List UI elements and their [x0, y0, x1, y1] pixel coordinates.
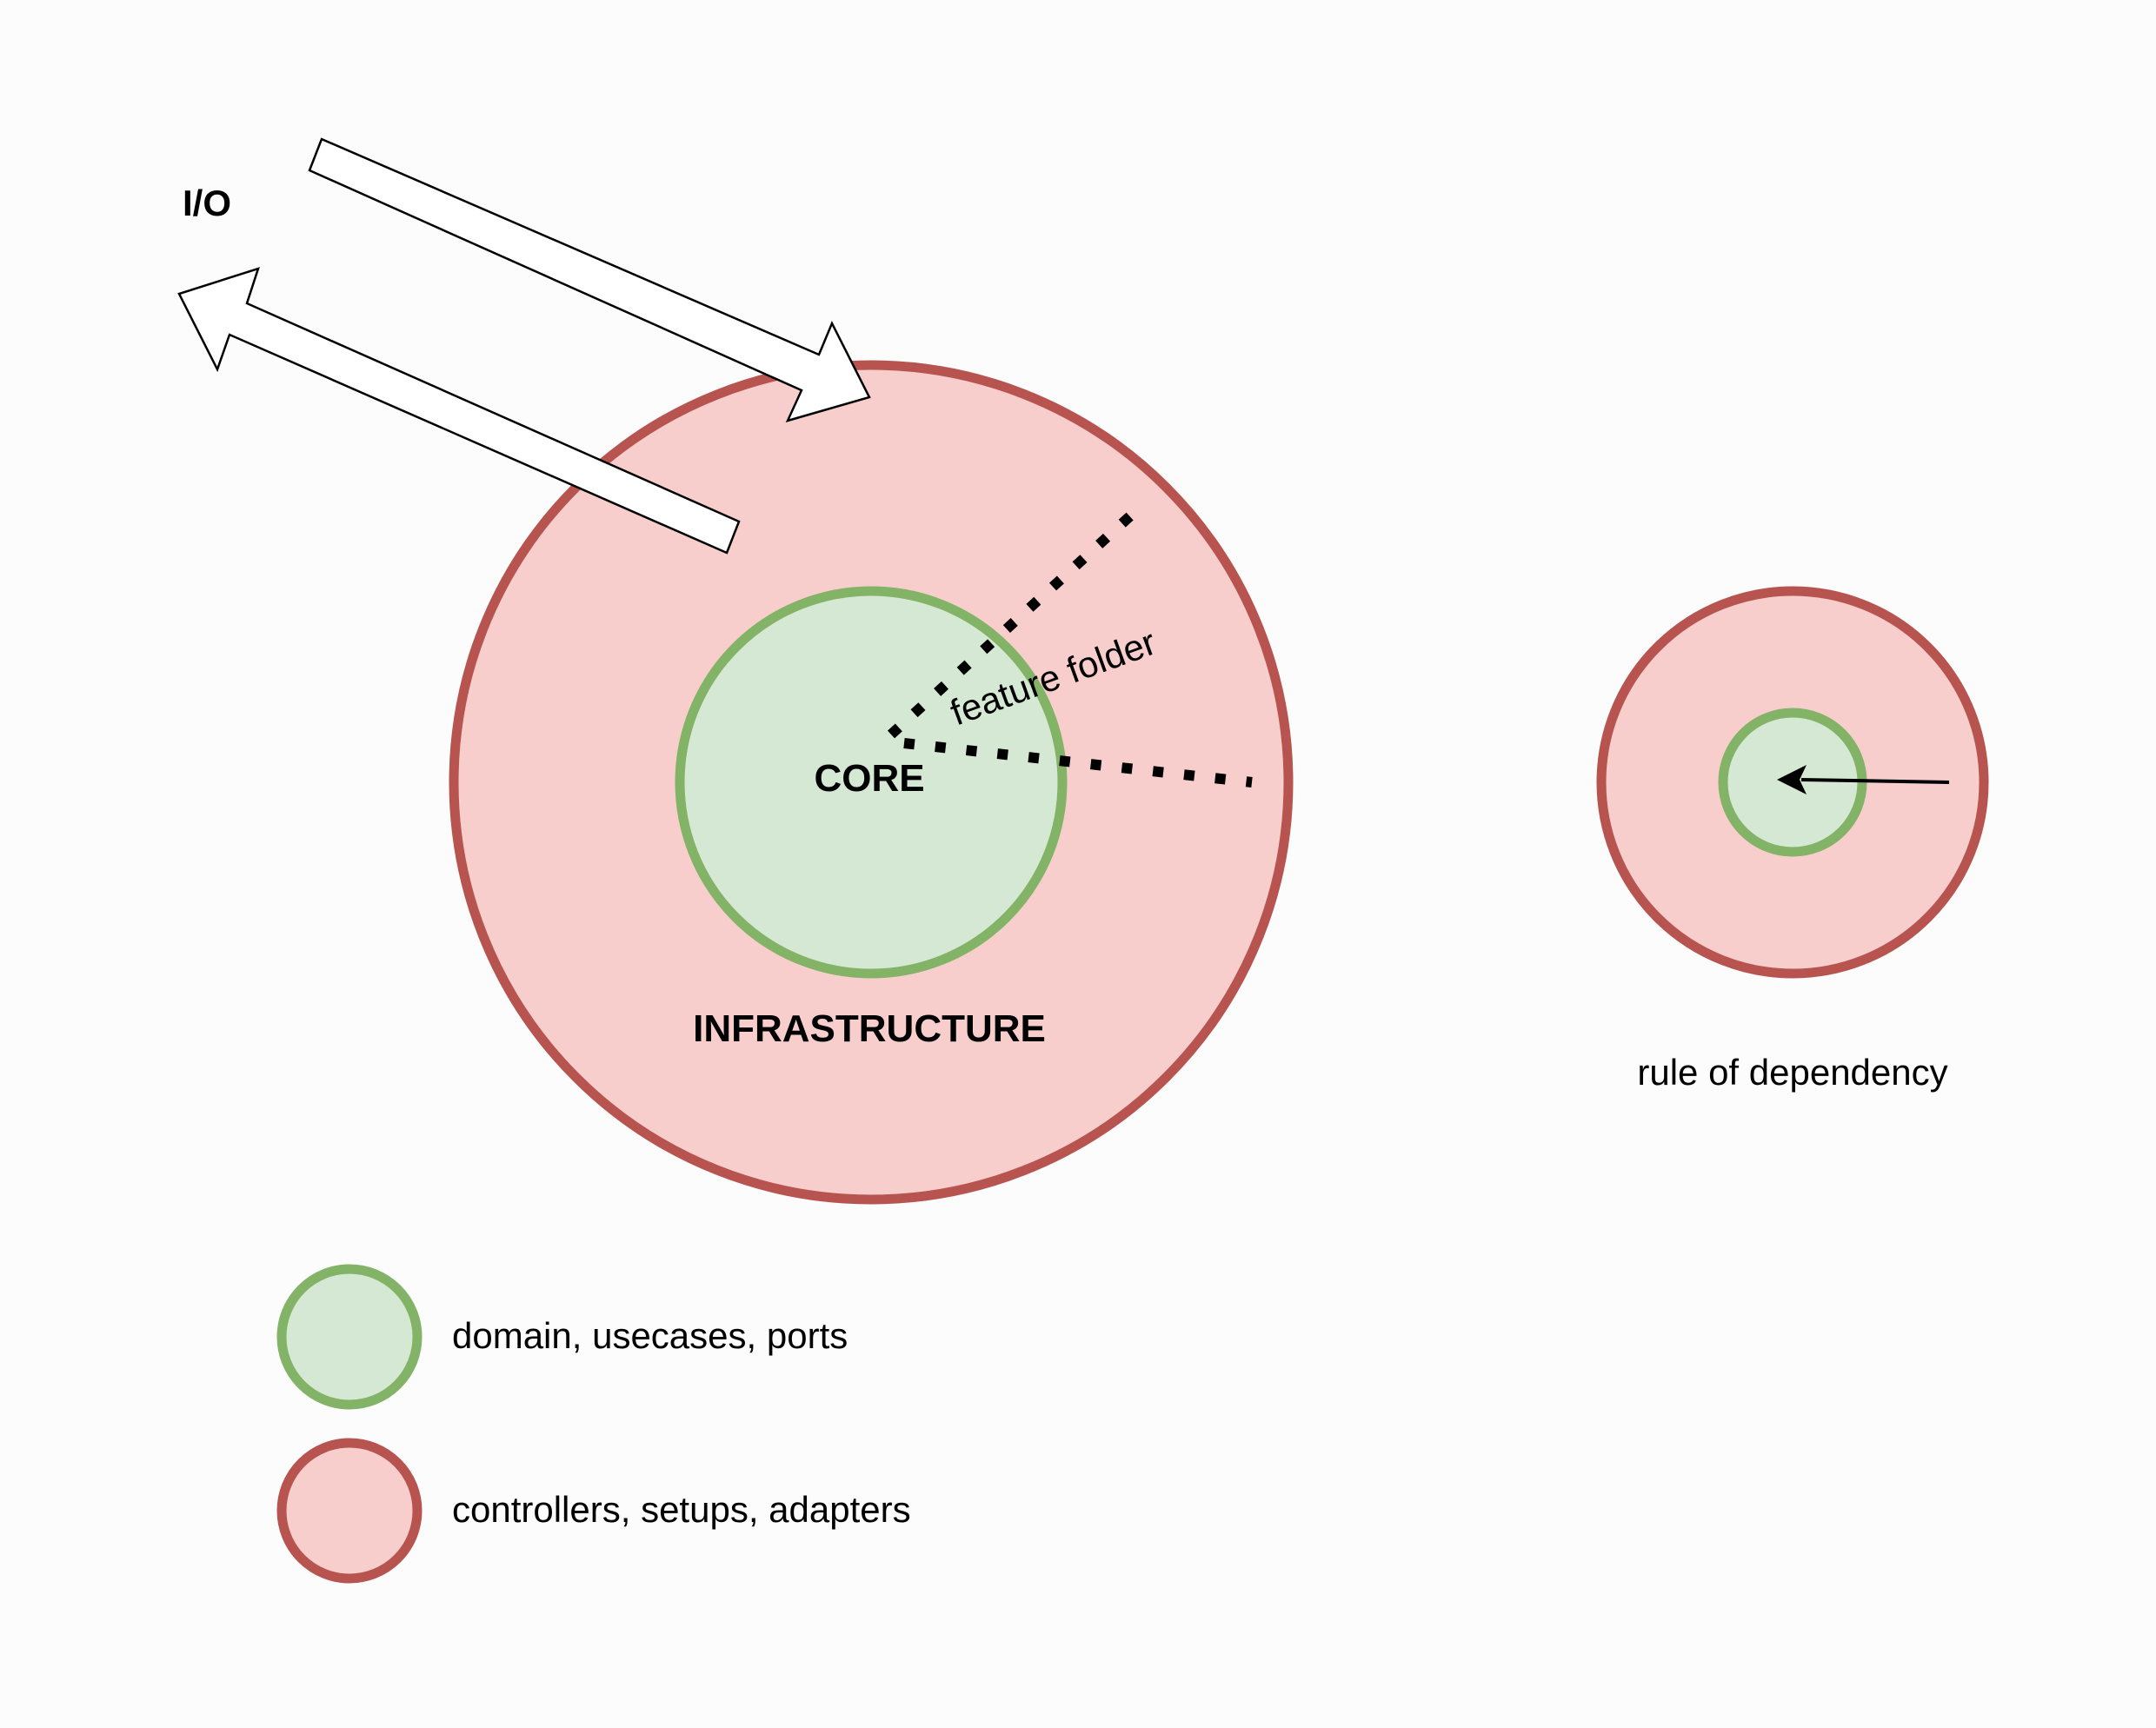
infrastructure-label: INFRASTRUCTURE: [693, 1007, 1046, 1050]
legend-infrastructure-swatch: [276, 1438, 423, 1584]
core-circle: [675, 586, 1068, 979]
legend-core-label: domain, usecases, ports: [452, 1315, 848, 1356]
feature-folder-boundaries: [887, 500, 1253, 788]
feature-folder-upper-boundary: [887, 500, 1148, 739]
io-label: I/O: [183, 183, 231, 223]
legend: domain, usecases, ports controllers, set…: [276, 1264, 911, 1584]
rule-of-dependency-diagram: [1596, 586, 1989, 979]
core-label: CORE: [814, 757, 924, 800]
rule-of-dependency-label: rule of dependency: [1637, 1052, 1947, 1093]
io-outgoing-arrow: [177, 267, 741, 555]
feature-folder-lower-boundary: [903, 738, 1253, 788]
dependency-arrow-line: [1800, 778, 1950, 784]
io-incoming-arrow: [308, 137, 871, 422]
legend-infrastructure-label: controllers, setups, adapters: [452, 1489, 911, 1530]
legend-core-swatch: [276, 1264, 423, 1410]
dependency-arrow-head: [1777, 765, 1807, 794]
